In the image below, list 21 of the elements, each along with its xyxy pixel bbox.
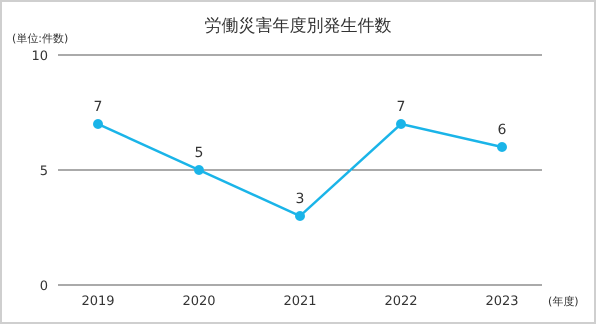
x-axis-title: (年度) <box>548 295 579 308</box>
x-tick-label: 2022 <box>384 294 418 309</box>
data-label: 5 <box>194 145 204 161</box>
data-label: 7 <box>94 99 102 115</box>
data-label: 3 <box>296 191 304 207</box>
y-axis-title: (単位:件数) <box>12 32 68 45</box>
x-tick-label: 2020 <box>182 294 216 309</box>
chart-title: 労働災害年度別発生件数 <box>204 16 392 36</box>
y-tick-label: 5 <box>40 164 48 179</box>
point <box>396 119 406 129</box>
x-tick-label: 2019 <box>81 294 115 309</box>
y-tick-label: 0 <box>40 279 48 294</box>
point <box>194 165 204 175</box>
point <box>497 142 507 152</box>
data-label: 6 <box>498 122 507 138</box>
point <box>295 211 305 221</box>
data-label: 7 <box>396 99 406 115</box>
x-tick-label: 2021 <box>283 294 317 309</box>
x-tick-label: 2023 <box>485 294 519 309</box>
y-tick-label: 10 <box>31 49 48 64</box>
point <box>93 119 103 129</box>
